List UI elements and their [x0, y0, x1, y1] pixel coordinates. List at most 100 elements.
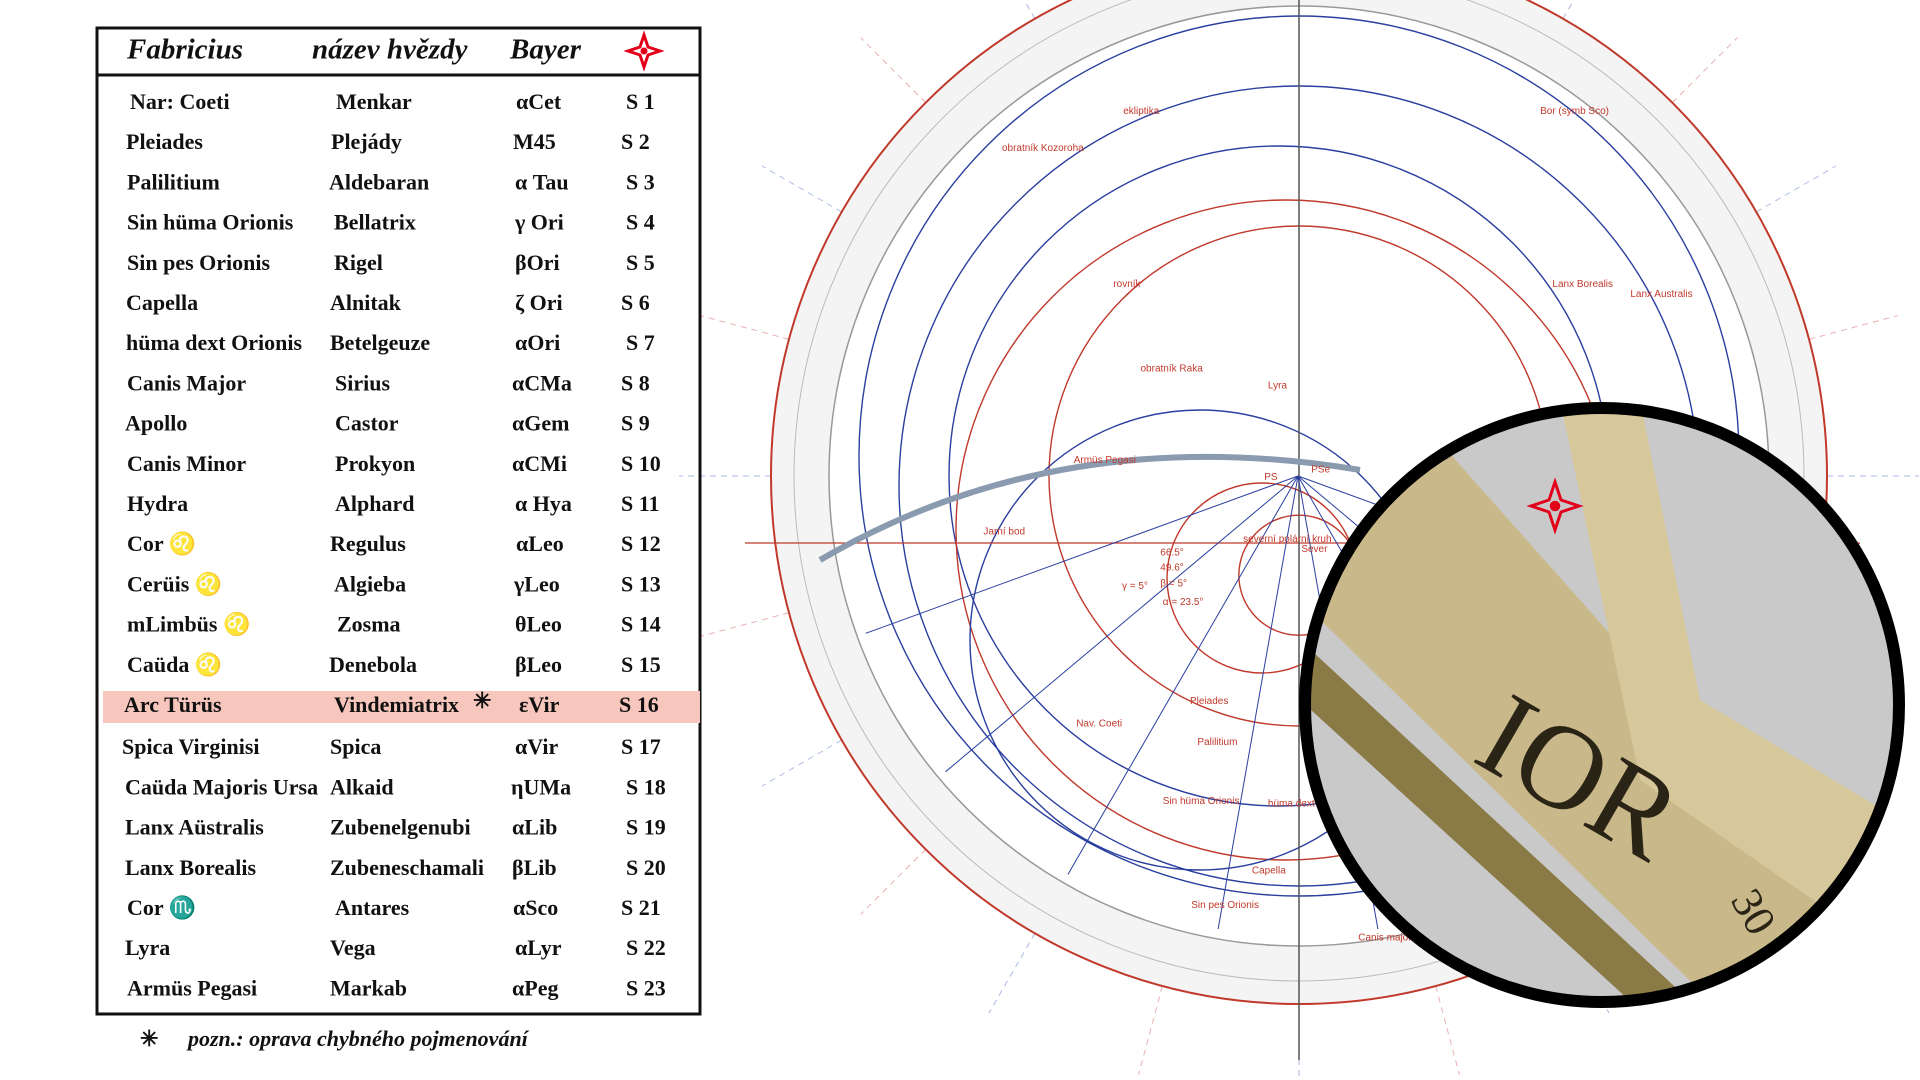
table-cell: S 1	[626, 89, 655, 114]
table-cell: S 19	[626, 815, 666, 840]
hour-line	[1217, 475, 1299, 930]
table-cell: βLeo	[515, 652, 562, 677]
table-cell: Sirius	[335, 370, 390, 395]
table-cell: αLib	[512, 815, 557, 840]
table-cell: S 21	[621, 895, 661, 920]
diagram-label: ekliptika	[1123, 106, 1160, 117]
table-cell: S 16	[619, 692, 659, 717]
table-cell: Caüda Majoris Ursa	[125, 774, 318, 799]
table-cell: mLimbüs ♌	[127, 612, 250, 637]
diagram-label: Pleiades	[1190, 696, 1228, 707]
table-cell: Hydra	[127, 491, 188, 516]
hour-line	[945, 475, 1299, 773]
diagram-label: Lanx Borealis	[1552, 279, 1613, 290]
table-cell: Plejády	[331, 129, 402, 154]
table-cell: S 3	[626, 169, 655, 194]
table-cell: S 17	[621, 734, 661, 759]
table-cell: αVir	[515, 734, 558, 759]
table-cell: Rigel	[334, 250, 383, 275]
table-cell: Cor ♌	[127, 531, 196, 556]
table-cell: γ Ori	[514, 210, 564, 235]
diagram-label: Lyra	[1268, 381, 1288, 392]
table-cell: S 14	[621, 612, 661, 637]
table-cell: Alphard	[335, 491, 414, 516]
star-table: Fabricius název hvězdy Bayer Nar: Coeti Menk…	[103, 30, 700, 1051]
table-cell: S 2	[621, 129, 650, 154]
table-cell: Canis Major	[127, 370, 246, 395]
table-cell: S 8	[621, 370, 650, 395]
diagram-label: Sever	[1301, 544, 1328, 555]
table-cell: Antares	[335, 895, 410, 920]
table-cell: Markab	[330, 975, 407, 1000]
table-cell: Cor ♏	[127, 895, 196, 920]
table-cell: Vega	[330, 935, 376, 960]
table-cell: βLib	[512, 855, 557, 880]
diagram-label: Lanx Australis	[1630, 289, 1692, 300]
table-cell: S 5	[626, 250, 655, 275]
hour-line	[865, 475, 1299, 634]
table-cell: S 11	[621, 491, 660, 516]
diagram-label: obratník Kozoroha	[1002, 143, 1084, 154]
diagram-label: PSe	[1311, 465, 1330, 476]
table-cell: S 20	[626, 855, 666, 880]
diagram-label: γ = 5°	[1122, 581, 1148, 592]
correction-mark: ✳	[473, 688, 491, 713]
diagram-label: 66.5°	[1160, 548, 1183, 559]
red-star	[623, 30, 665, 72]
header-cell: Bayer	[509, 34, 582, 66]
diagram-label: Bor (symb Sco)	[1540, 106, 1609, 117]
table-cell: γLeo	[513, 571, 560, 596]
red-star-dot	[1549, 500, 1561, 512]
diagram-label: obratník Raka	[1141, 363, 1204, 374]
table-cell: Canis Minor	[127, 451, 246, 476]
table-cell: S 6	[621, 290, 650, 315]
table-cell: αSco	[513, 895, 558, 920]
table-cell: Spica Virginisi	[122, 734, 260, 759]
table-cell: S 15	[621, 652, 661, 677]
table-cell: S 22	[626, 935, 666, 960]
diagram-label: Sin pes Orionis	[1191, 900, 1259, 911]
footnote-mark: ✳	[140, 1026, 158, 1051]
table-cell: αLyr	[515, 935, 562, 960]
brass-band	[1305, 420, 1899, 1002]
table-cell: Aldebaran	[329, 169, 429, 194]
table-cell: ηUMa	[511, 774, 571, 799]
red-star-dot	[640, 47, 648, 55]
diagram-label: Capella	[1252, 865, 1286, 876]
diagram-label: Jarní bod	[983, 527, 1025, 538]
table-cell: S 4	[626, 210, 655, 235]
table-cell: Zubenelgenubi	[330, 815, 471, 840]
table-cell: α Hya	[515, 491, 572, 516]
brass-edge	[1305, 640, 1700, 1002]
header-cell: název hvězdy	[312, 34, 468, 66]
table-cell: Vindemiatrix	[334, 692, 459, 717]
diagram-label: 49.6°	[1160, 562, 1183, 573]
table-cell: Menkar	[336, 89, 412, 114]
diagram-label: PS	[1264, 472, 1278, 483]
table-cell: Palilitium	[127, 169, 220, 194]
table-cell: S 18	[626, 774, 666, 799]
table-cell: Spica	[330, 734, 381, 759]
red-star	[1526, 477, 1584, 535]
table-cell: Sin pes Orionis	[127, 250, 270, 275]
table-frame	[95, 26, 702, 1016]
table-cell: S 23	[626, 975, 666, 1000]
diagram-label: rovník	[1113, 279, 1141, 290]
table-cell: Denebola	[329, 652, 417, 677]
table-cell: βOri	[515, 250, 560, 275]
table-cell: S 13	[621, 571, 661, 596]
table-cell: Regulus	[330, 531, 406, 556]
diagram-label: Palilitium	[1197, 737, 1237, 748]
table-cell: Zubeneschamali	[330, 855, 484, 880]
hour-line	[1067, 475, 1299, 875]
table-cell: Sin hüma Orionis	[127, 210, 294, 235]
table-cell: θLeo	[515, 612, 562, 637]
table-cell: Apollo	[125, 411, 187, 436]
table-cell: Zosma	[337, 612, 401, 637]
table-cell: S 10	[621, 451, 661, 476]
table-cell: Lyra	[125, 935, 170, 960]
table-cell: Pleiades	[126, 129, 203, 154]
